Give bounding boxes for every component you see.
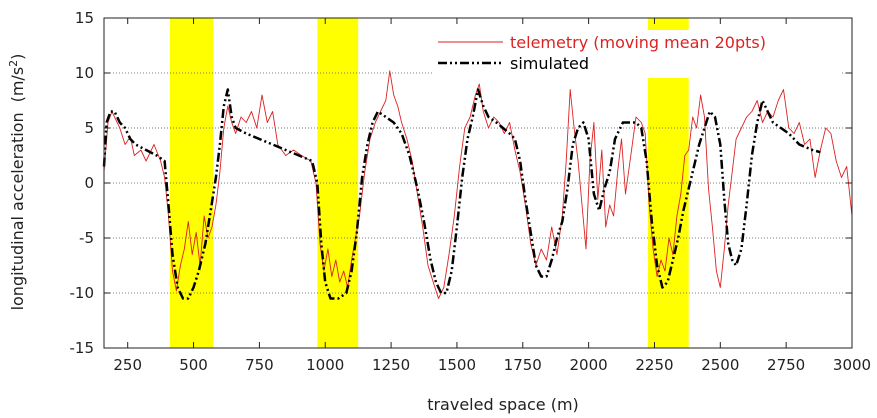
telemetry-series-line (103, 70, 853, 299)
y-tick-label: -15 (70, 339, 95, 357)
highlight-band-2 (317, 18, 359, 348)
x-tick-label: 1250 (372, 356, 410, 374)
x-tick-label: 2500 (701, 356, 739, 374)
x-axis-label: traveled space (m) (427, 395, 579, 414)
x-tick-label: 1750 (504, 356, 542, 374)
x-tick-label: 250 (113, 356, 142, 374)
y-axis-ticks: -15 -10 -5 0 5 10 15 (70, 9, 852, 357)
x-axis-ticks: 250 500 750 1000 1250 1500 1750 2000 2250 2500 275… (113, 18, 871, 374)
y-tick-label: 5 (84, 119, 94, 137)
legend-simulated-label: simulated (510, 54, 589, 73)
x-tick-label: 3000 (833, 356, 871, 374)
series-lines (102, 70, 853, 300)
legend: telemetry (moving mean 20pts) simulated (432, 30, 842, 78)
y-axis-label-unit-close: ) (8, 54, 27, 60)
x-tick-label: 2000 (570, 356, 608, 374)
y-tick-label: 0 (84, 174, 94, 192)
x-tick-label: 750 (245, 356, 274, 374)
legend-background (432, 30, 842, 78)
x-tick-label: 2250 (635, 356, 673, 374)
y-axis-label: longitudinal acceleration (m/s2) (7, 54, 27, 311)
y-tick-label: -10 (70, 284, 95, 302)
legend-telemetry-label: telemetry (moving mean 20pts) (510, 33, 766, 52)
y-tick-label: -5 (79, 229, 94, 247)
x-tick-label: 1500 (438, 356, 476, 374)
x-tick-label: 2750 (767, 356, 805, 374)
y-axis-label-unit-exponent: 2 (7, 60, 20, 67)
y-axis-label-text: longitudinal acceleration (8, 112, 27, 310)
simulated-series-line (102, 88, 821, 300)
x-tick-label: 500 (179, 356, 208, 374)
y-tick-label: 15 (75, 9, 94, 27)
y-axis-label-unit: (m/s (8, 67, 27, 103)
x-tick-label: 1000 (306, 356, 344, 374)
y-tick-label: 10 (75, 64, 94, 82)
